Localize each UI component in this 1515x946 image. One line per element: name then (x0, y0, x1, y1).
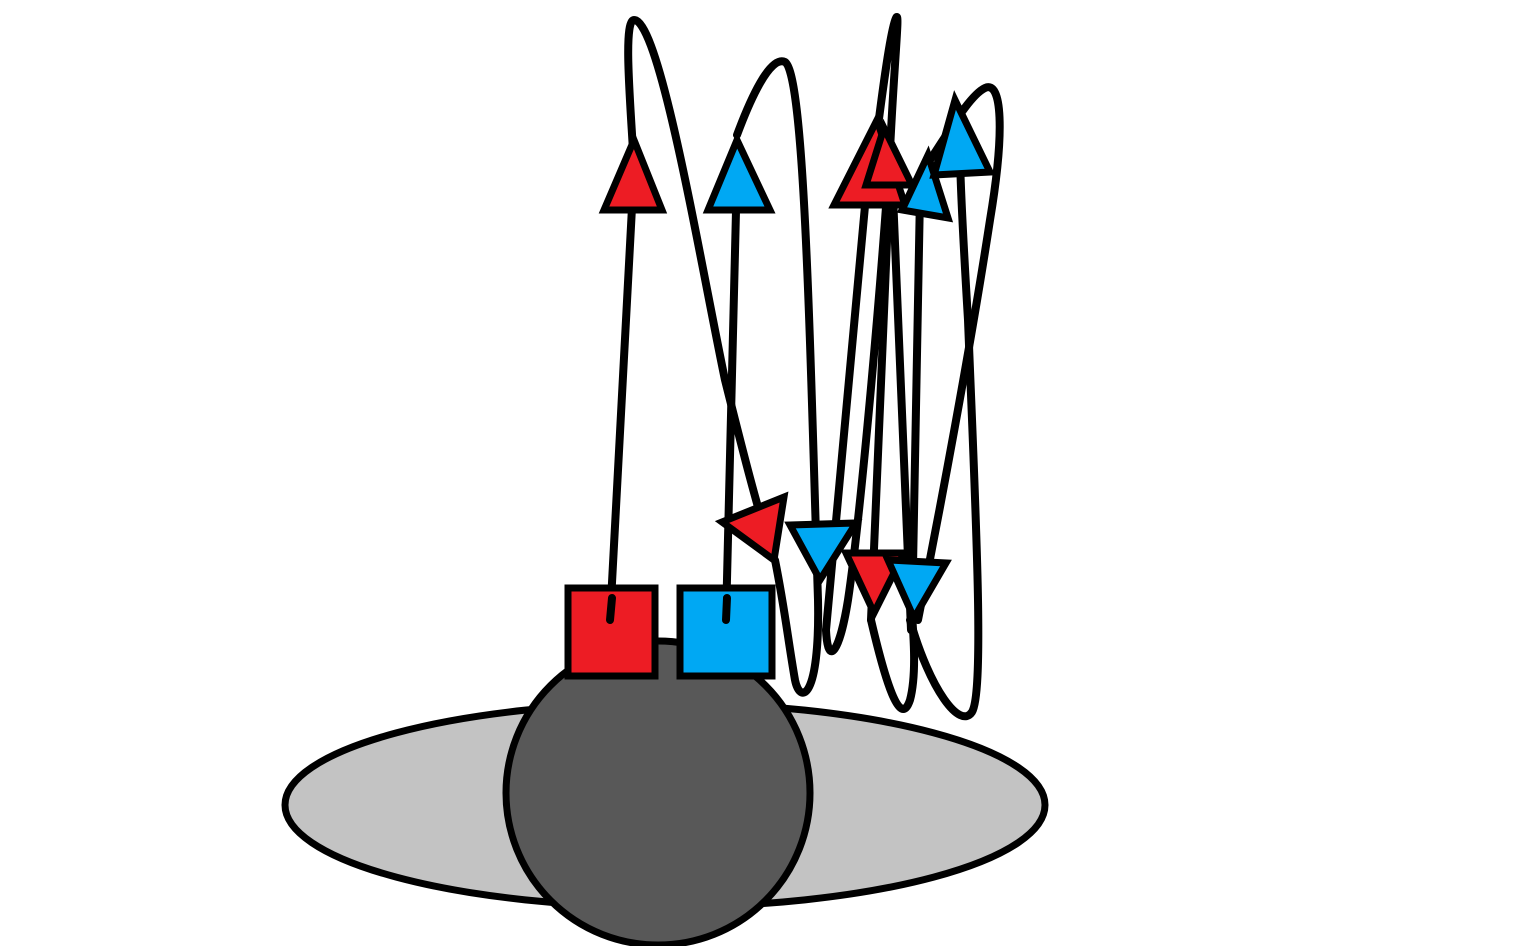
blue-arrowhead-down-1 (784, 519, 863, 587)
loop-curve-3 (822, 13, 902, 656)
blue-shaft-stub (722, 594, 731, 624)
loop-curve-2 (733, 57, 823, 697)
red-shaft (606, 166, 638, 624)
blue-arrowhead-up-2 (896, 145, 954, 223)
loop-curve-1 (624, 16, 777, 559)
arrowheads (598, 90, 996, 626)
red-arrowhead-up-3 (861, 118, 918, 189)
red-arrowhead-up-1 (598, 130, 668, 214)
red-shaft-stub (606, 594, 616, 624)
shaft-c (889, 191, 915, 634)
sphere (502, 637, 814, 946)
blue-arrowhead-up-3 (929, 90, 996, 179)
blue-arrowhead-down-2 (882, 556, 952, 626)
loop-curve-5 (906, 146, 983, 721)
loop-curves (624, 13, 1004, 721)
blue-arrowhead-up-1 (702, 131, 776, 214)
loop-curve-6 (914, 83, 1004, 624)
red-arrowhead-left (714, 491, 789, 567)
shaft-d (908, 191, 924, 624)
